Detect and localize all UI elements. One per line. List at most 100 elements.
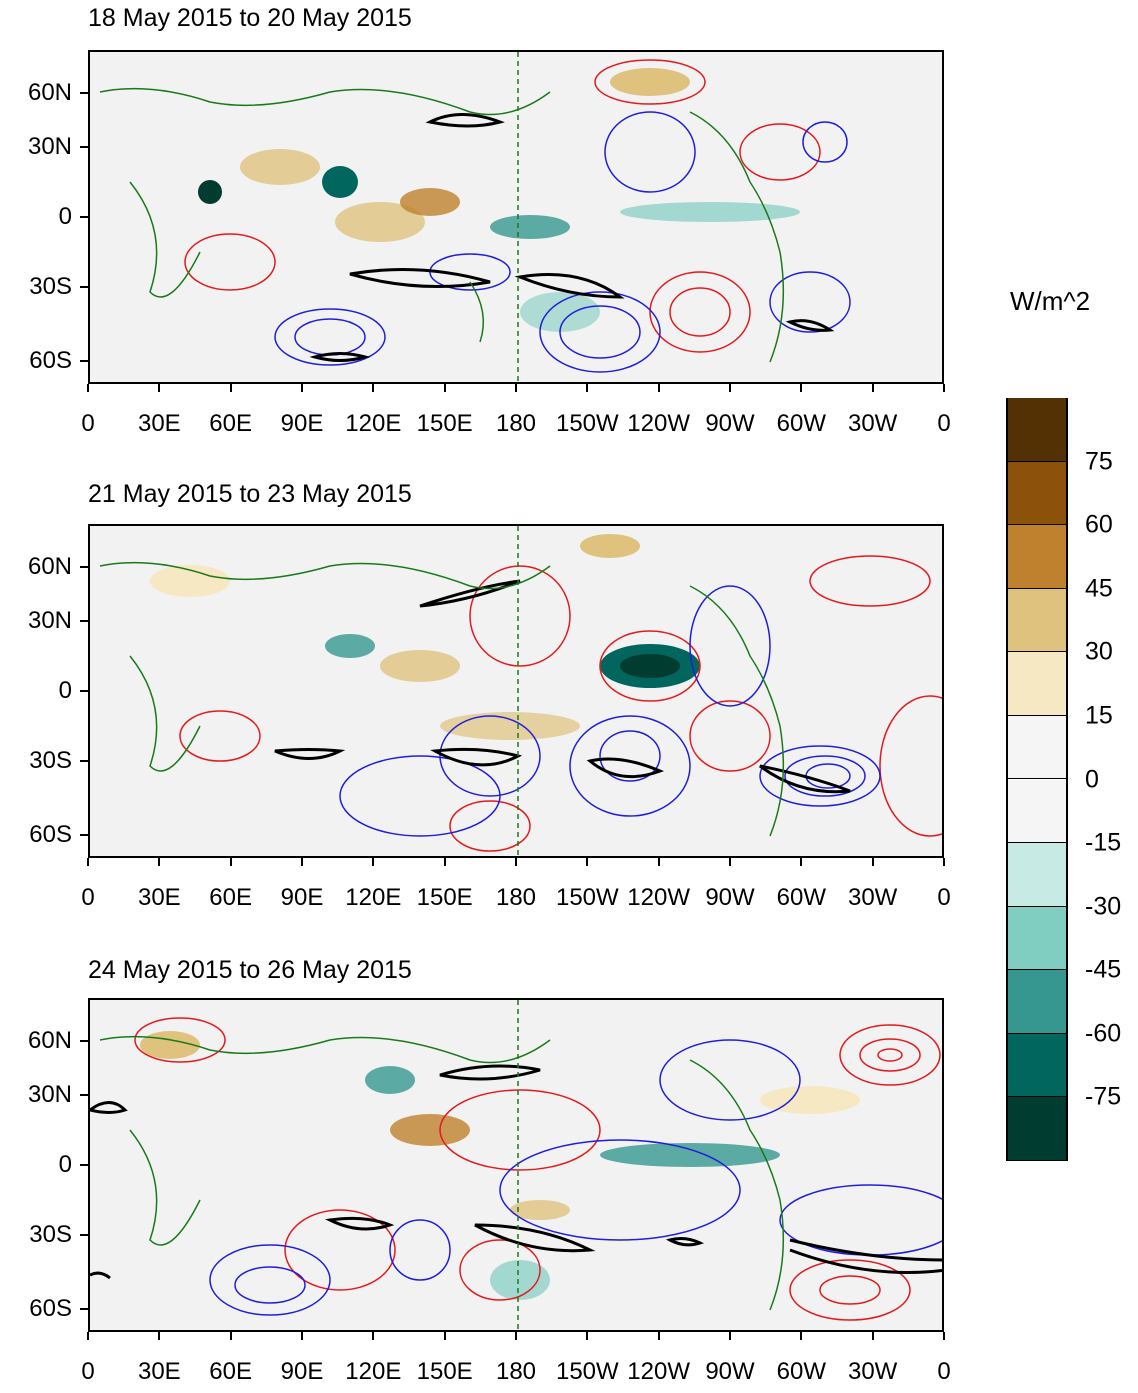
colorbar-units: W/m^2	[1010, 286, 1091, 316]
lon-tick	[443, 858, 446, 866]
lat-tick	[80, 216, 88, 218]
lon-label: 30E	[137, 410, 181, 437]
lat-label: 30N	[27, 1080, 72, 1108]
lon-tick	[87, 858, 89, 866]
colorbar-label: 45	[1085, 574, 1113, 603]
lon-label: 90W	[705, 1358, 755, 1385]
lat-label: 30N	[27, 606, 72, 634]
lon-label: 90E	[280, 410, 324, 437]
colorbar-swatch	[1008, 843, 1066, 907]
lon-tick	[657, 1332, 660, 1340]
lat-tick	[80, 1307, 88, 1310]
lat-label: 0	[58, 677, 72, 704]
lon-label: 0	[81, 410, 95, 437]
lon-tick	[443, 1332, 446, 1340]
lat-tick	[80, 566, 88, 569]
colorbar-label: -15	[1085, 828, 1122, 857]
lon-label: 150W	[555, 410, 619, 437]
colorbar-swatch	[1008, 588, 1066, 653]
lon-tick	[729, 1332, 731, 1340]
map-frame-3	[88, 998, 944, 1332]
lat-label: 0	[58, 1151, 72, 1178]
lon-label: 180	[495, 1358, 537, 1385]
lon-label: 60E	[209, 1358, 253, 1385]
lat-tick	[80, 1093, 88, 1096]
colorbar-label: -30	[1085, 892, 1122, 921]
colorbar-label: -60	[1085, 1019, 1122, 1048]
lon-tick	[229, 858, 232, 866]
colorbar-label: 30	[1085, 637, 1113, 666]
map-frame-1	[88, 50, 944, 384]
lon-tick	[301, 384, 303, 392]
lon-tick	[943, 858, 945, 866]
colorbar-swatch	[1008, 715, 1066, 780]
lon-label: 0	[937, 1358, 951, 1385]
lon-label: 120E	[345, 410, 402, 437]
lon-label: 30W	[847, 1358, 898, 1385]
lon-tick	[729, 858, 731, 866]
colorbar-label: -75	[1085, 1082, 1122, 1111]
lon-tick	[586, 1332, 589, 1340]
lat-tick	[80, 833, 88, 836]
lat-tick	[80, 286, 88, 289]
lat-tick	[80, 619, 88, 622]
lon-tick	[871, 384, 874, 392]
lon-label: 90W	[705, 884, 755, 911]
lon-tick	[372, 858, 375, 866]
map-field-2	[99, 526, 942, 856]
lon-tick	[871, 858, 874, 866]
map-panel-1: 18 May 2015 to 20 May 2015	[0, 0, 980, 450]
colorbar-swatch	[1008, 779, 1066, 844]
lat-tick	[80, 760, 88, 763]
lon-label: 0	[81, 884, 95, 911]
lon-tick	[657, 858, 660, 866]
lon-label: 30W	[847, 410, 898, 437]
map-panel-2: 21 May 2015 to 23 May 2015	[0, 476, 980, 926]
lat-tick	[80, 1040, 88, 1043]
colorbar-swatch	[1008, 970, 1066, 1034]
lon-label: 150E	[416, 410, 473, 437]
lon-label: 60E	[209, 410, 253, 437]
colorbar-swatch	[1008, 525, 1066, 589]
lat-tick	[80, 1164, 88, 1166]
lon-tick	[229, 1332, 232, 1340]
lat-label: 60S	[29, 1294, 72, 1322]
lon-label: 180	[495, 884, 537, 911]
lon-label: 120W	[627, 1358, 691, 1385]
lon-tick	[372, 384, 375, 392]
colorbar-swatch	[1008, 1097, 1066, 1161]
lon-tick	[729, 384, 731, 392]
lon-label: 150W	[555, 884, 619, 911]
lon-label: 30W	[847, 884, 898, 911]
colorbar-swatch	[1008, 652, 1066, 716]
lon-label: 30E	[137, 884, 181, 911]
lon-label: 180	[495, 410, 537, 437]
lon-label: 120E	[345, 884, 402, 911]
colorbar-swatch	[1008, 906, 1066, 971]
lon-label: 30E	[137, 1358, 181, 1385]
colorbar-label: 15	[1085, 701, 1113, 730]
lon-tick	[87, 384, 89, 392]
lon-label: 120E	[345, 1358, 402, 1385]
lon-tick	[586, 858, 589, 866]
lon-tick	[158, 858, 161, 866]
colorbar-label: -45	[1085, 955, 1122, 984]
lon-tick	[800, 1332, 803, 1340]
lon-tick	[443, 384, 446, 392]
lon-tick	[301, 858, 303, 866]
lat-label: 60S	[29, 346, 72, 374]
lat-tick	[80, 92, 88, 95]
lat-label: 0	[58, 203, 72, 230]
lon-label: 0	[937, 884, 951, 911]
lon-tick	[800, 858, 803, 866]
lon-label: 90E	[280, 884, 324, 911]
lon-tick	[943, 1332, 945, 1340]
lon-label: 150W	[555, 1358, 619, 1385]
lon-tick	[372, 1332, 375, 1340]
lat-label: 60N	[27, 553, 72, 581]
lon-label: 0	[81, 1358, 95, 1385]
lon-tick	[515, 858, 517, 866]
lon-tick	[158, 384, 161, 392]
colorbar-label: 75	[1085, 447, 1113, 476]
colorbar-swatch	[1008, 1033, 1066, 1098]
